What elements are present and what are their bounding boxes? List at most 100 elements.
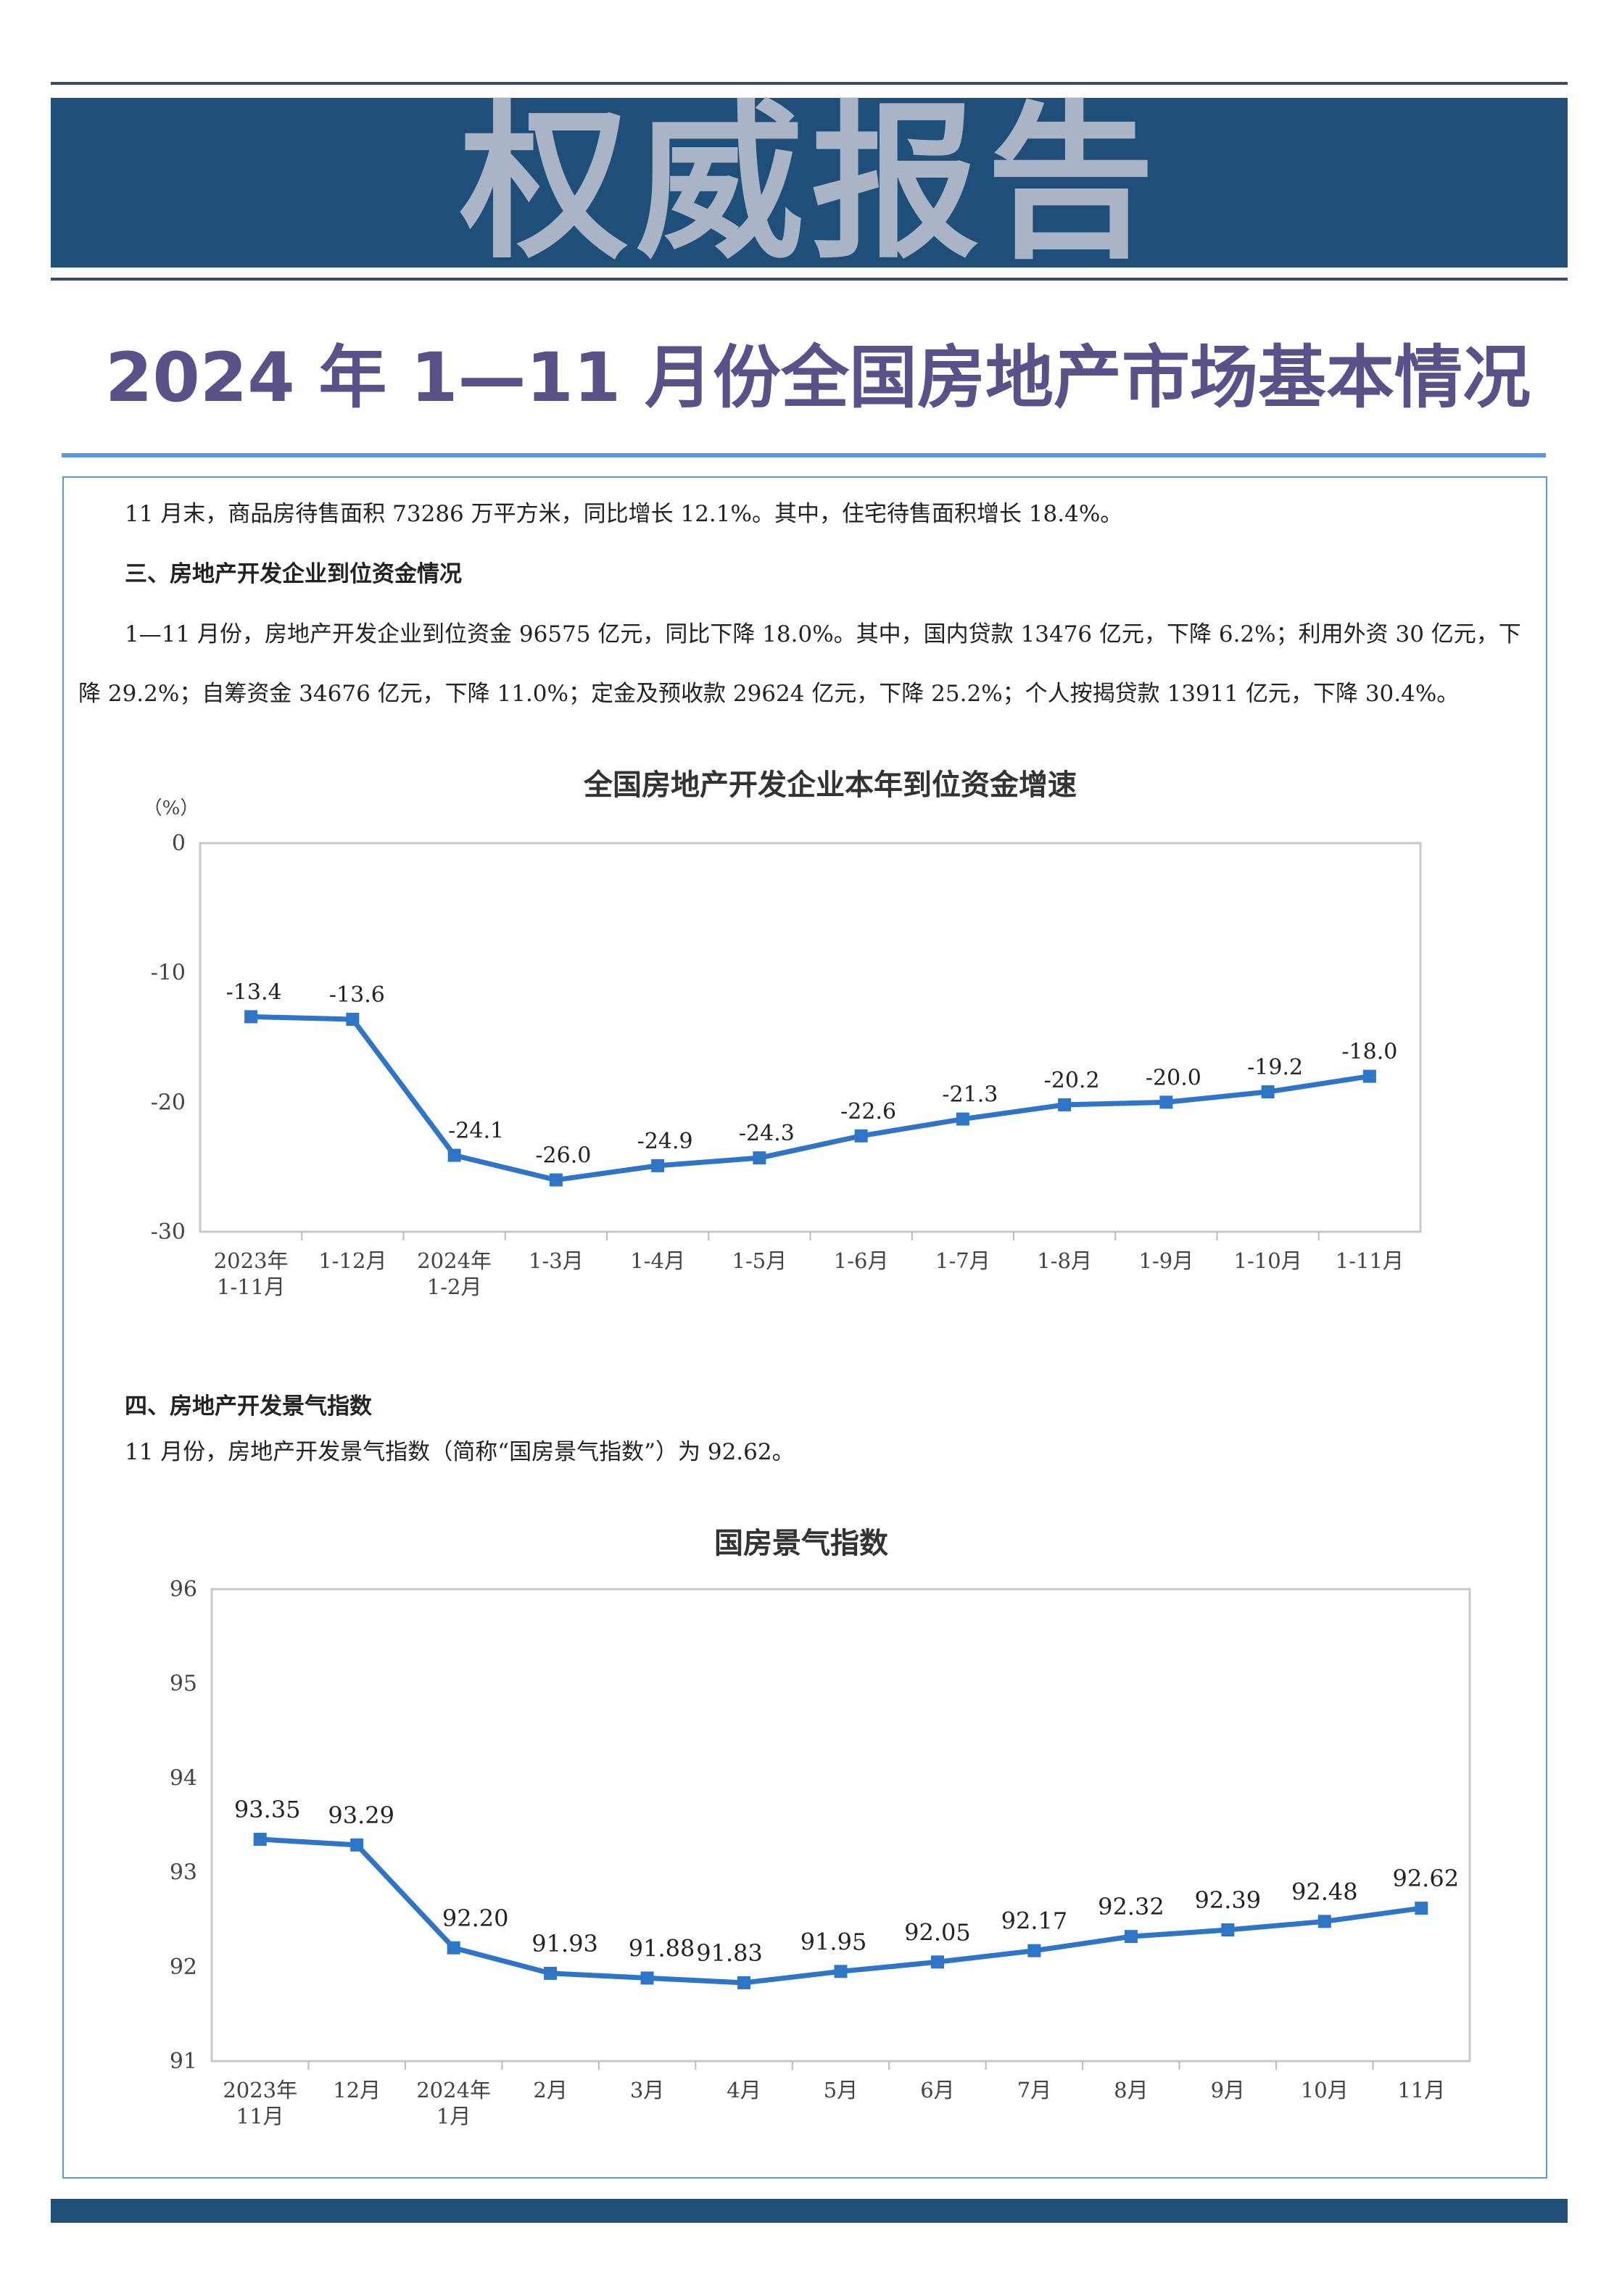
- data-label: 91.95: [800, 1928, 867, 1955]
- data-label: 92.05: [904, 1918, 971, 1946]
- data-label: 91.83: [696, 1939, 763, 1967]
- data-label: -13.6: [329, 982, 385, 1008]
- chart1-title: 全国房地产开发企业本年到位资金增速: [584, 768, 1077, 802]
- funds-growth-chart: 0-10-20-30（%）-13.42023年1-11月-13.61-12月-2…: [144, 797, 1422, 1299]
- data-point: [244, 1010, 258, 1024]
- data-label: -13.4: [226, 979, 282, 1005]
- x-tick-label: 1-10月: [1234, 1248, 1302, 1273]
- x-tick-label: 7月: [1017, 2078, 1051, 2102]
- section-heading-index: 四、房地产开发景气指数: [125, 1393, 372, 1420]
- footer-bar: [51, 2199, 1568, 2223]
- x-tick-label: 12月: [333, 2078, 381, 2102]
- data-label: -24.1: [448, 1119, 504, 1144]
- data-point: [1317, 1915, 1331, 1928]
- y-tick-label: 96: [170, 1577, 197, 1602]
- content-frame: [62, 476, 1547, 2179]
- x-tick-label: 1-2月: [427, 1275, 482, 1299]
- data-point: [651, 1159, 665, 1172]
- data-label: 91.88: [629, 1934, 695, 1962]
- data-label: -24.3: [739, 1121, 795, 1146]
- x-tick-label: 1月: [436, 2104, 471, 2129]
- data-point: [549, 1173, 563, 1187]
- data-label: 93.35: [234, 1796, 301, 1823]
- x-tick-label: 6月: [920, 2078, 954, 2102]
- data-label: 92.17: [1001, 1907, 1068, 1935]
- x-tick-label: 1-11月: [217, 1275, 285, 1299]
- y-tick-label: -10: [151, 961, 186, 986]
- y-tick-label: 92: [170, 1955, 197, 1980]
- data-label: 92.39: [1195, 1886, 1262, 1914]
- data-point: [854, 1129, 868, 1143]
- data-label: -21.3: [942, 1082, 998, 1108]
- x-tick-label: 1-11月: [1336, 1248, 1404, 1273]
- y-tick-label: 93: [170, 1860, 197, 1886]
- chart2-title: 国房景气指数: [714, 1527, 888, 1560]
- data-point: [1058, 1098, 1072, 1111]
- top-rule: [51, 82, 1568, 85]
- data-point: [350, 1838, 364, 1852]
- x-tick-label: 1-9月: [1139, 1248, 1194, 1273]
- paragraph-inventory: 11 月末，商品房待售面积 73286 万平方米，同比增长 12.1%。其中，住…: [125, 501, 1123, 527]
- data-label: -22.6: [840, 1099, 896, 1124]
- data-point: [1124, 1930, 1138, 1944]
- y-tick-label: 91: [170, 2049, 197, 2074]
- plot-area: [210, 1588, 1471, 2063]
- series-line: [251, 1014, 1370, 1183]
- data-point: [737, 1976, 751, 1989]
- banner-title: 权威报告: [460, 86, 1162, 281]
- x-tick-label: 1-6月: [834, 1248, 889, 1273]
- x-tick-label: 5月: [824, 2078, 858, 2102]
- header-banner: [51, 98, 1568, 268]
- data-point: [834, 1965, 848, 1978]
- document-title: 2024 年 1—11 月份全国房地产市场基本情况: [105, 339, 1531, 418]
- y-tick-label: 0: [172, 831, 186, 856]
- data-label: 91.93: [531, 1930, 598, 1957]
- data-label: -18.0: [1341, 1040, 1397, 1065]
- data-point: [253, 1833, 267, 1847]
- paragraph-index: 11 月份，房地产开发景气指数（简称“国房景气指数”）为 92.62。: [125, 1439, 795, 1465]
- x-tick-label: 11月: [1397, 2078, 1445, 2102]
- y-tick-label: 94: [170, 1765, 197, 1791]
- data-label: -26.0: [535, 1143, 591, 1169]
- paragraph-funds-line2: 降 29.2%；自筹资金 34676 亿元，下降 11.0%；定金及预收款 29…: [78, 681, 1460, 707]
- data-point: [753, 1151, 766, 1165]
- data-point: [447, 1148, 461, 1162]
- x-tick-label: 9月: [1211, 2078, 1245, 2102]
- x-tick-label: 11月: [236, 2104, 284, 2129]
- paragraph-funds-line1: 1—11 月份，房地产开发企业到位资金 96575 亿元，同比下降 18.0%。…: [125, 621, 1521, 647]
- x-tick-label: 2023年: [214, 1248, 289, 1273]
- section-heading-funds: 三、房地产开发企业到位资金情况: [125, 561, 462, 587]
- x-tick-label: 1-3月: [529, 1248, 584, 1273]
- x-tick-label: 4月: [727, 2078, 761, 2102]
- x-tick-label: 3月: [630, 2078, 664, 2102]
- data-label: 93.29: [328, 1802, 394, 1829]
- data-point: [1415, 1902, 1428, 1915]
- x-tick-label: 2024年: [417, 1248, 492, 1273]
- x-tick-label: 8月: [1114, 2078, 1148, 2102]
- plot-area: [199, 842, 1422, 1233]
- data-label: -20.0: [1146, 1065, 1201, 1090]
- x-tick-label: 2024年: [416, 2078, 491, 2102]
- banner-rule: [51, 278, 1568, 281]
- x-tick-label: 1-4月: [630, 1248, 685, 1273]
- x-tick-label: 1-8月: [1037, 1248, 1092, 1273]
- data-point: [956, 1112, 969, 1126]
- data-point: [640, 1971, 654, 1985]
- data-label: 92.62: [1392, 1865, 1459, 1892]
- data-label: 92.20: [442, 1905, 509, 1932]
- data-point: [447, 1941, 460, 1955]
- data-point: [1159, 1095, 1173, 1109]
- data-point: [1362, 1069, 1376, 1083]
- data-point: [1261, 1085, 1275, 1099]
- x-tick-label: 1-5月: [732, 1248, 787, 1273]
- x-tick-label: 2023年: [223, 2078, 297, 2102]
- data-point: [346, 1012, 360, 1026]
- title-rule: [62, 453, 1546, 457]
- data-point: [1221, 1923, 1235, 1937]
- data-point: [544, 1966, 558, 1980]
- x-tick-label: 2月: [533, 2078, 567, 2102]
- y-tick-label: 95: [170, 1671, 197, 1696]
- y-tick-label: -20: [151, 1090, 186, 1115]
- x-tick-label: 1-7月: [935, 1248, 990, 1273]
- x-tick-label: 1-12月: [318, 1248, 386, 1273]
